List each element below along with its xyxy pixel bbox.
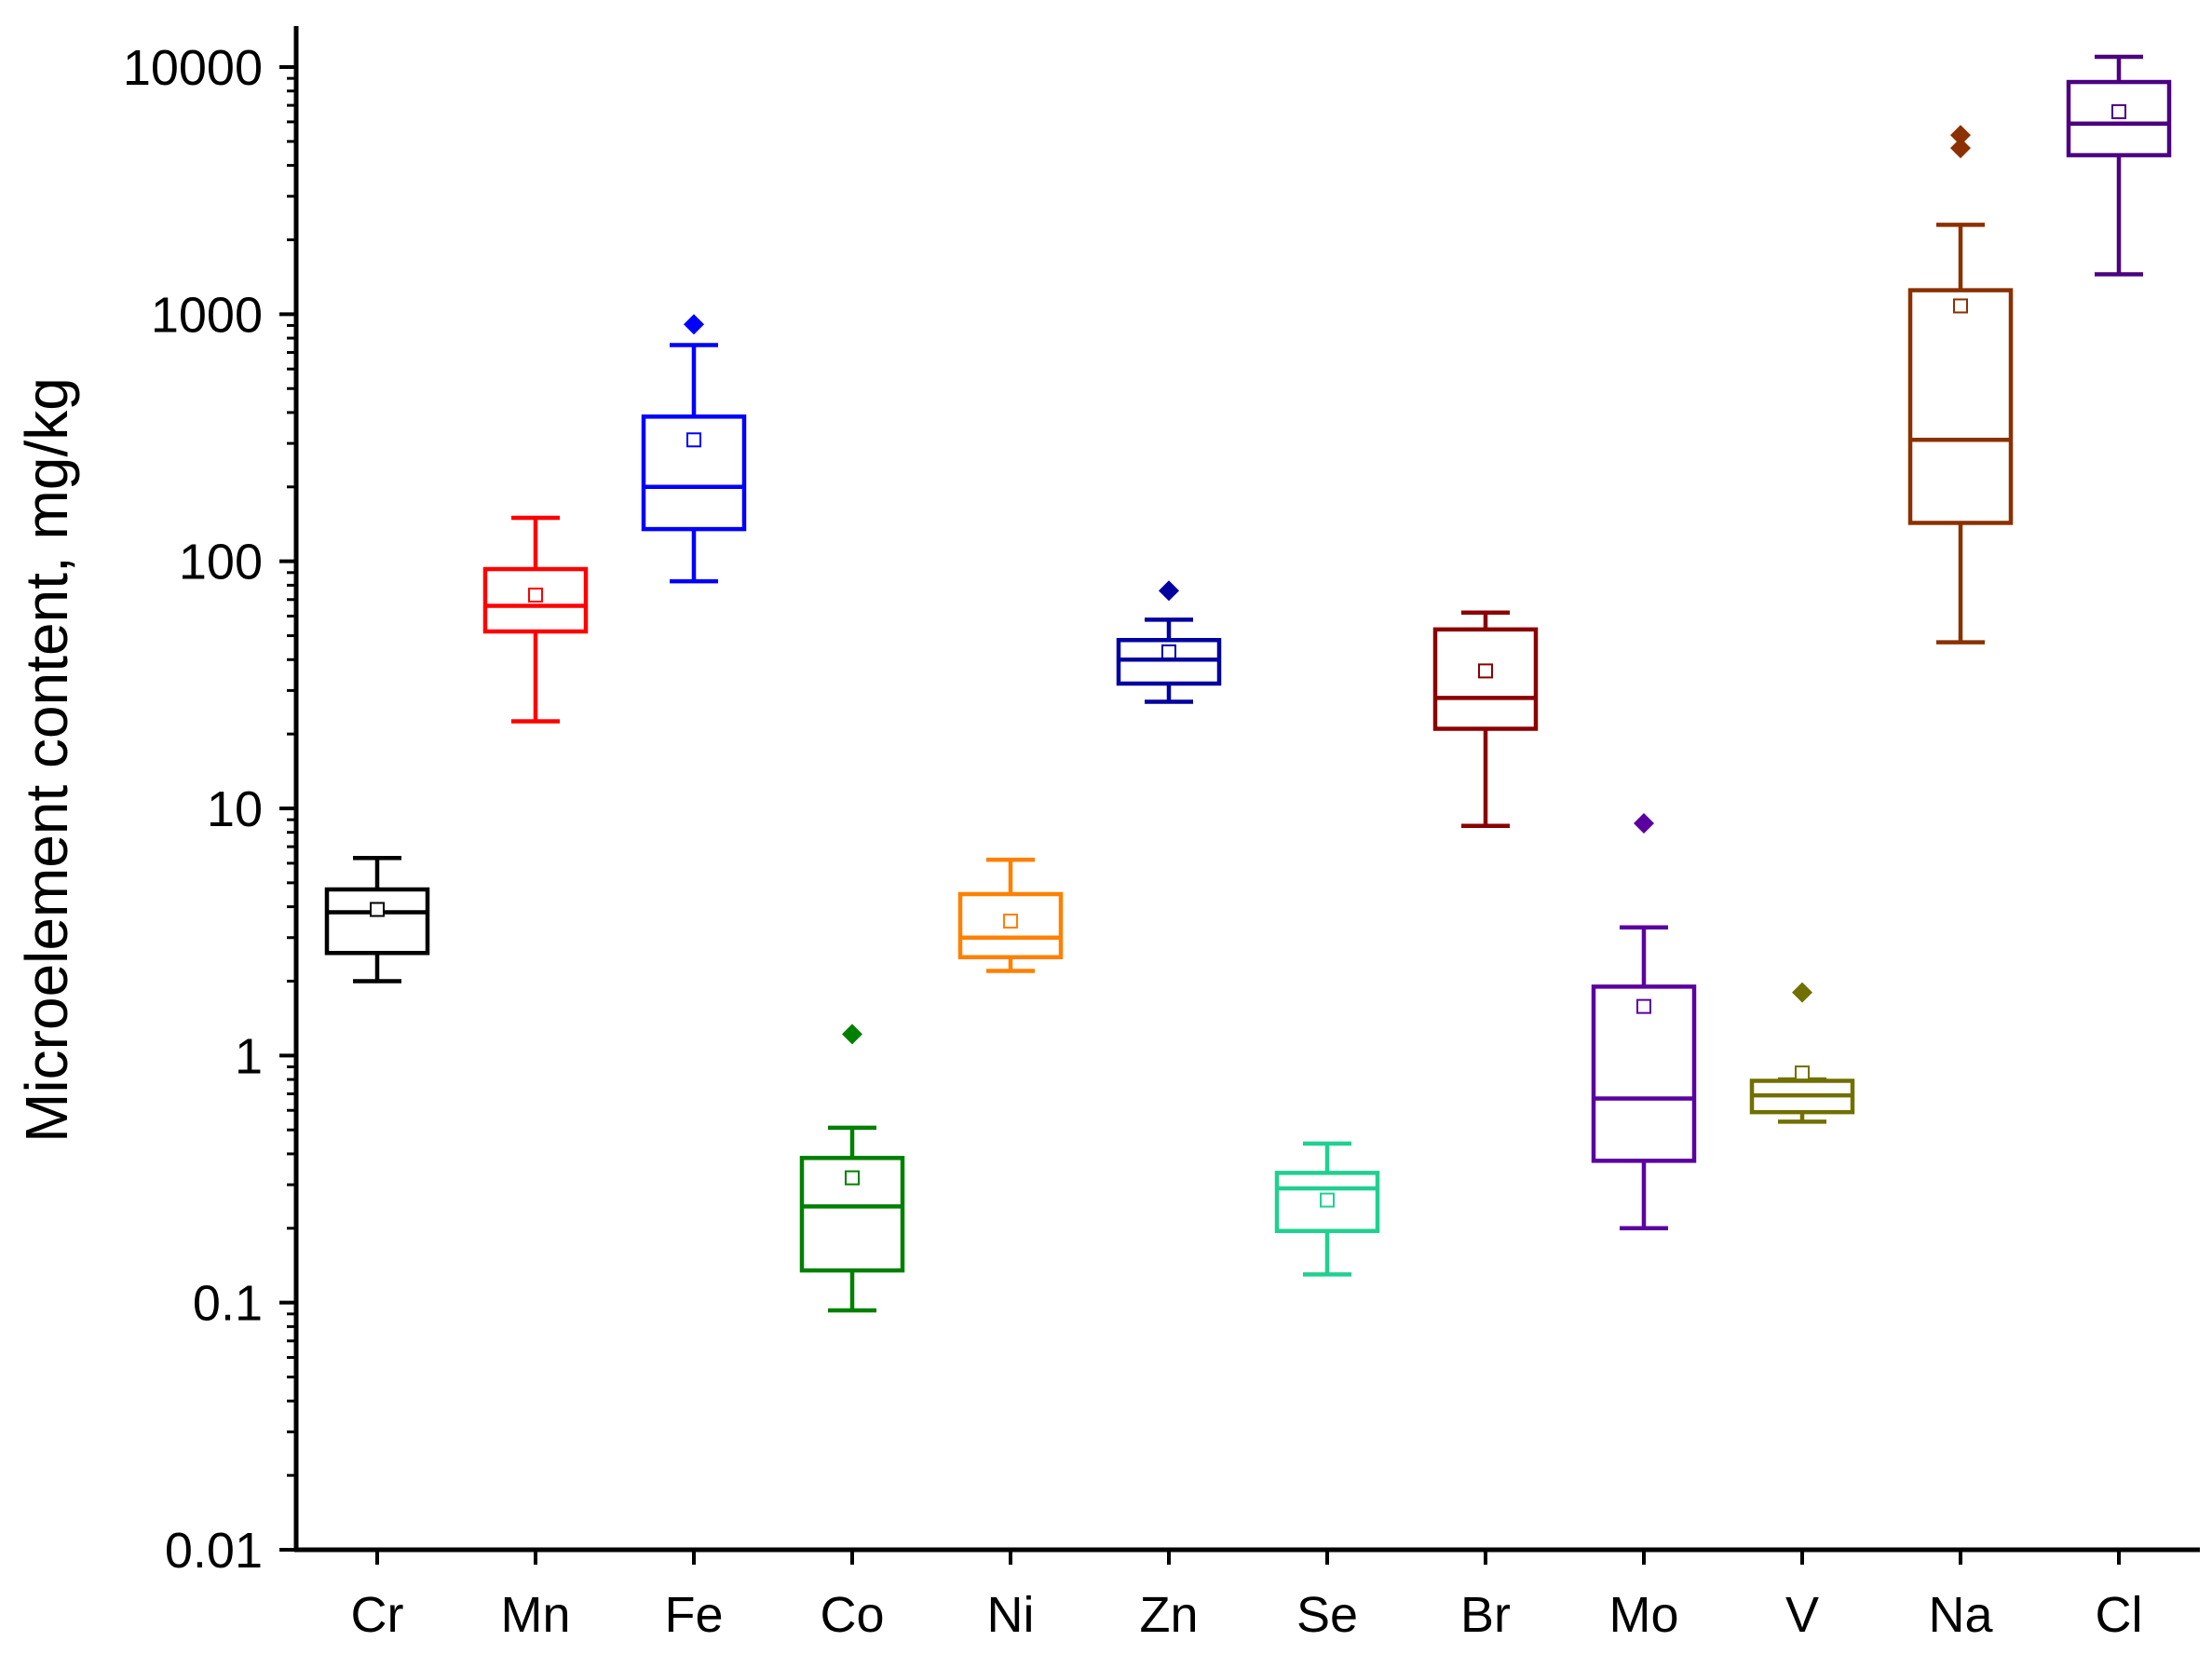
boxes bbox=[324, 54, 2172, 1313]
x-category-label: Mn bbox=[500, 1587, 570, 1643]
mean-marker bbox=[1795, 1065, 1810, 1081]
outlier-point bbox=[1159, 580, 1179, 602]
y-tick-label: 1000 bbox=[151, 287, 263, 343]
box-iqr bbox=[799, 1156, 905, 1273]
box-co bbox=[799, 1024, 905, 1313]
box-iqr bbox=[1591, 984, 1697, 1163]
mean-marker bbox=[1161, 644, 1176, 659]
mean-marker bbox=[370, 902, 385, 917]
mean-marker bbox=[528, 587, 543, 603]
box-mn bbox=[482, 515, 589, 724]
y-tick-label: 0.1 bbox=[193, 1276, 263, 1332]
y-tick-label: 1 bbox=[235, 1028, 263, 1084]
box-na bbox=[1907, 125, 2014, 644]
box-iqr bbox=[2066, 79, 2172, 157]
box-iqr bbox=[957, 891, 1064, 959]
box-iqr bbox=[324, 887, 430, 956]
box-iqr bbox=[1432, 627, 1539, 731]
mean-marker bbox=[1953, 298, 1968, 314]
outlier-point bbox=[842, 1024, 862, 1045]
x-category-label: Fe bbox=[664, 1587, 723, 1643]
x-category-label: Na bbox=[1928, 1587, 1993, 1643]
box-iqr bbox=[1116, 637, 1222, 686]
box-v bbox=[1749, 982, 1855, 1124]
mean-marker bbox=[686, 432, 701, 448]
box-se bbox=[1274, 1141, 1380, 1277]
box-cl bbox=[2066, 54, 2172, 277]
x-category-label: Cr bbox=[351, 1587, 404, 1643]
y-axis-title: Microelement content, mg/kg bbox=[13, 377, 80, 1143]
y-tick-label: 0.01 bbox=[165, 1523, 263, 1579]
outlier-point bbox=[1634, 813, 1654, 834]
box-cr bbox=[324, 855, 430, 984]
y-axis-ticks: 0.01 0.1 1 10 100 1000 10000 bbox=[123, 40, 296, 1579]
y-tick-label: 10000 bbox=[123, 40, 263, 96]
x-category-label: Ni bbox=[987, 1587, 1035, 1643]
x-category-label: Br bbox=[1460, 1587, 1511, 1643]
box-br bbox=[1432, 610, 1539, 828]
box-iqr bbox=[1907, 288, 2014, 525]
box-zn bbox=[1116, 580, 1222, 704]
box-fe bbox=[641, 314, 747, 584]
outlier-point bbox=[1792, 982, 1812, 1003]
x-category-label: Mo bbox=[1608, 1587, 1678, 1643]
x-category-label: Cl bbox=[2096, 1587, 2143, 1643]
mean-marker bbox=[1636, 998, 1651, 1014]
box-mo bbox=[1591, 813, 1697, 1231]
mean-marker bbox=[1320, 1192, 1335, 1208]
box-iqr bbox=[482, 566, 589, 634]
x-axis-ticks: Cr Mn Fe Co Ni Zn Se Br Mo V Na Cl bbox=[351, 1550, 2143, 1643]
box-iqr bbox=[1274, 1171, 1380, 1233]
box-ni bbox=[957, 857, 1064, 973]
x-category-label: V bbox=[1785, 1587, 1819, 1643]
outlier-point bbox=[1950, 125, 1971, 146]
x-category-label: Co bbox=[820, 1587, 884, 1643]
box-iqr bbox=[641, 414, 747, 532]
mean-marker bbox=[845, 1170, 860, 1186]
mean-marker bbox=[1478, 663, 1493, 679]
mean-marker bbox=[2111, 103, 2126, 119]
axes: 0.01 0.1 1 10 100 1000 10000 Cr Mn Fe Co Ni Zn Se Br M… bbox=[123, 26, 2200, 1643]
y-tick-label: 100 bbox=[179, 535, 263, 590]
y-tick-label: 10 bbox=[207, 781, 263, 837]
mean-marker bbox=[1003, 913, 1018, 929]
x-category-label: Zn bbox=[1139, 1587, 1198, 1643]
outlier-point bbox=[1950, 138, 1971, 159]
x-category-label: Se bbox=[1296, 1587, 1358, 1643]
outlier-point bbox=[684, 314, 704, 335]
